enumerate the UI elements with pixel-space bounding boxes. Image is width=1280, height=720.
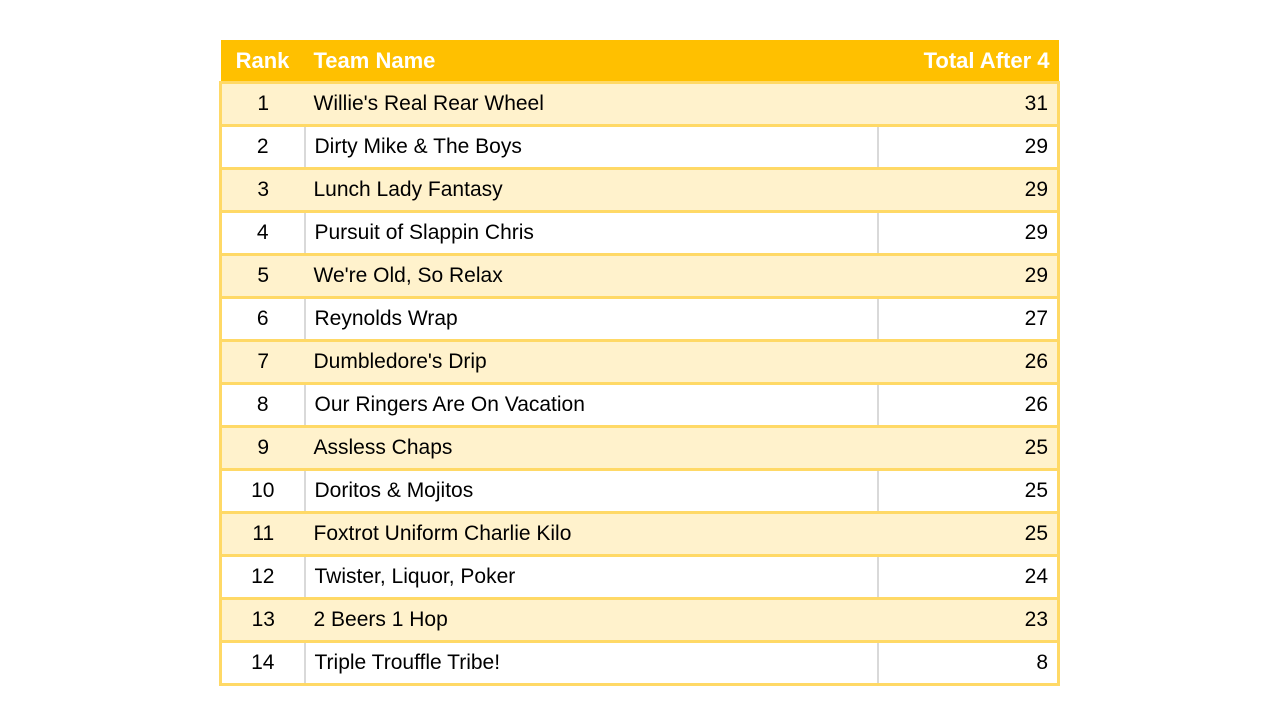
rank-cell: 10 bbox=[219, 469, 305, 513]
table-row: 12 Twister, Liquor, Poker 24 bbox=[219, 555, 1060, 599]
total-cell: 23 bbox=[877, 597, 1060, 643]
table-row: 4 Pursuit of Slappin Chris 29 bbox=[219, 211, 1060, 255]
total-cell: 25 bbox=[877, 511, 1060, 557]
header-team-name: Team Name bbox=[304, 40, 878, 84]
table-row: 13 2 Beers 1 Hop 23 bbox=[219, 597, 1060, 643]
team-name-cell: Foxtrot Uniform Charlie Kilo bbox=[304, 511, 878, 557]
total-cell: 27 bbox=[876, 297, 1060, 341]
table-body: 1 Willie's Real Rear Wheel 31 2 Dirty Mi… bbox=[219, 81, 1060, 686]
team-name-cell: Pursuit of Slappin Chris bbox=[303, 211, 878, 255]
header-rank: Rank bbox=[220, 40, 305, 84]
team-name-cell: Dirty Mike & The Boys bbox=[303, 125, 878, 169]
rank-cell: 14 bbox=[219, 641, 305, 686]
table-row: 6 Reynolds Wrap 27 bbox=[219, 297, 1060, 341]
rank-cell: 11 bbox=[219, 511, 305, 557]
total-cell: 25 bbox=[877, 425, 1060, 471]
table-row: 7 Dumbledore's Drip 26 bbox=[219, 339, 1060, 385]
total-cell: 31 bbox=[877, 81, 1060, 127]
header-row: Rank Team Name Total After 4 bbox=[220, 40, 1059, 84]
team-name-cell: Willie's Real Rear Wheel bbox=[304, 81, 878, 127]
rank-cell: 4 bbox=[219, 211, 305, 255]
total-cell: 8 bbox=[876, 641, 1060, 686]
rank-cell: 8 bbox=[219, 383, 305, 427]
team-name-cell: Assless Chaps bbox=[304, 425, 878, 471]
rank-cell: 13 bbox=[219, 597, 305, 643]
total-cell: 29 bbox=[877, 253, 1060, 299]
table-row: 14 Triple Trouffle Tribe! 8 bbox=[219, 641, 1060, 686]
total-cell: 29 bbox=[876, 125, 1060, 169]
table-row: 1 Willie's Real Rear Wheel 31 bbox=[219, 81, 1060, 127]
table-row: 2 Dirty Mike & The Boys 29 bbox=[219, 125, 1060, 169]
team-name-cell: Doritos & Mojitos bbox=[303, 469, 878, 513]
total-cell: 26 bbox=[876, 383, 1060, 427]
header-total-after-4: Total After 4 bbox=[877, 40, 1059, 84]
rank-cell: 2 bbox=[219, 125, 305, 169]
total-cell: 29 bbox=[877, 167, 1060, 213]
rank-cell: 6 bbox=[219, 297, 305, 341]
table-row: 10 Doritos & Mojitos 25 bbox=[219, 469, 1060, 513]
table-row: 8 Our Ringers Are On Vacation 26 bbox=[219, 383, 1060, 427]
rank-cell: 7 bbox=[219, 339, 305, 385]
rank-cell: 9 bbox=[219, 425, 305, 471]
table-row: 11 Foxtrot Uniform Charlie Kilo 25 bbox=[219, 511, 1060, 557]
rank-cell: 1 bbox=[219, 81, 305, 127]
team-name-cell: Triple Trouffle Tribe! bbox=[303, 641, 878, 686]
standings-table: Rank Team Name Total After 4 1 Willie's … bbox=[219, 40, 1060, 686]
total-cell: 29 bbox=[876, 211, 1060, 255]
rank-cell: 12 bbox=[219, 555, 305, 599]
total-cell: 25 bbox=[876, 469, 1060, 513]
team-name-cell: Dumbledore's Drip bbox=[304, 339, 878, 385]
rank-cell: 3 bbox=[219, 167, 305, 213]
team-name-cell: Lunch Lady Fantasy bbox=[304, 167, 878, 213]
total-cell: 24 bbox=[876, 555, 1060, 599]
table-row: 9 Assless Chaps 25 bbox=[219, 425, 1060, 471]
table-row: 5 We're Old, So Relax 29 bbox=[219, 253, 1060, 299]
rank-cell: 5 bbox=[219, 253, 305, 299]
team-name-cell: 2 Beers 1 Hop bbox=[304, 597, 878, 643]
team-name-cell: Reynolds Wrap bbox=[303, 297, 878, 341]
team-name-cell: Our Ringers Are On Vacation bbox=[303, 383, 878, 427]
total-cell: 26 bbox=[877, 339, 1060, 385]
table-row: 3 Lunch Lady Fantasy 29 bbox=[219, 167, 1060, 213]
team-name-cell: We're Old, So Relax bbox=[304, 253, 878, 299]
team-name-cell: Twister, Liquor, Poker bbox=[303, 555, 878, 599]
